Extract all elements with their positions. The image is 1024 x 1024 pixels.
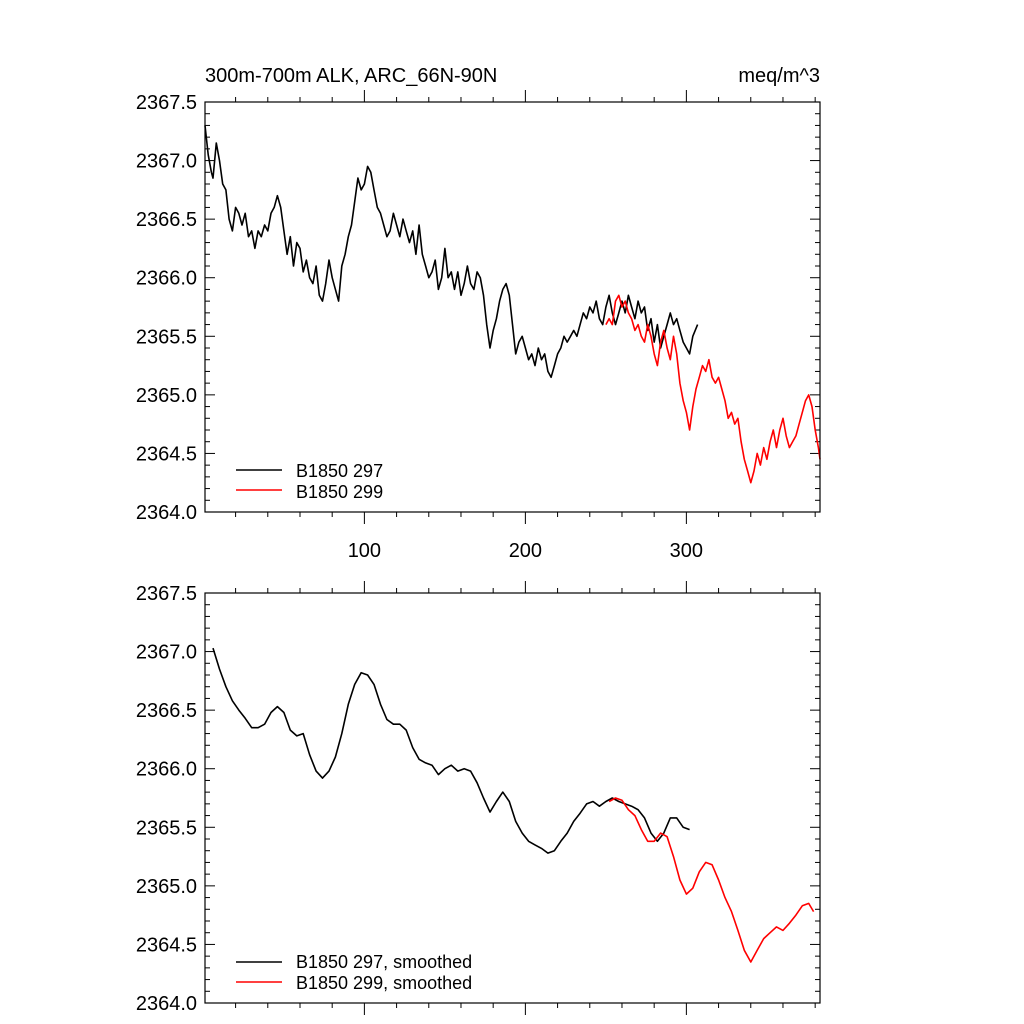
- y-tick-label: 2364.5: [136, 934, 197, 956]
- top-chart-legend: B1850 297 B1850 299: [236, 461, 383, 502]
- x-tick-label: 200: [509, 540, 542, 562]
- top-chart-units: meq/m^3: [738, 65, 820, 87]
- y-tick-label: 2366.5: [136, 209, 197, 231]
- legend-label-b1850-297: B1850 297: [296, 461, 383, 481]
- x-tick-label: 100: [348, 540, 381, 562]
- y-tick-label: 2365.0: [136, 876, 197, 898]
- series-line-b1850-297-smoothed: [212, 647, 690, 854]
- y-tick-label: 2367.0: [136, 642, 197, 664]
- top-chart-frame: [204, 101, 821, 513]
- legend-label-b1850-299-smoothed: B1850 299, smoothed: [296, 973, 472, 993]
- y-tick-label: 2365.0: [136, 385, 197, 407]
- bottom-chart-series: [212, 647, 815, 963]
- y-tick-label: 2366.5: [136, 700, 197, 722]
- bottom-chart-panel: 2364.0 2364.5 2365.0 2365.5 2366.0 2366.5 2367…: [136, 581, 821, 1015]
- y-tick-label: 2367.5: [136, 92, 197, 114]
- series-line-b1850-299: [605, 294, 821, 484]
- bottom-chart-frame: [204, 592, 821, 1004]
- y-tick-label: 2366.0: [136, 268, 197, 290]
- top-chart-ticks: 2364.0 2364.5 2365.0 2365.5 2366.0 2366.5 2367…: [136, 90, 820, 562]
- bottom-chart-ticks: 2364.0 2364.5 2365.0 2365.5 2366.0 2366.5 2367…: [136, 581, 820, 1015]
- y-tick-label: 2366.0: [136, 759, 197, 781]
- y-tick-label: 2364.0: [136, 993, 197, 1015]
- bottom-chart-legend: B1850 297, smoothed B1850 299, smoothed: [236, 952, 472, 993]
- y-tick-label: 2367.5: [136, 583, 197, 605]
- legend-label-b1850-297-smoothed: B1850 297, smoothed: [296, 952, 472, 972]
- y-tick-label: 2364.0: [136, 502, 197, 524]
- legend-label-b1850-299: B1850 299: [296, 482, 383, 502]
- x-tick-label: 300: [670, 540, 703, 562]
- y-tick-label: 2367.0: [136, 151, 197, 173]
- y-tick-label: 2365.5: [136, 326, 197, 348]
- series-line-b1850-299-smoothed: [608, 797, 815, 963]
- top-chart-panel: 300m-700m ALK, ARC_66N-90N meq/m^3 2364.…: [136, 65, 821, 562]
- y-tick-label: 2364.5: [136, 443, 197, 465]
- y-tick-label: 2365.5: [136, 817, 197, 839]
- top-chart-series: [204, 125, 821, 484]
- top-chart-title: 300m-700m ALK, ARC_66N-90N: [205, 65, 497, 87]
- series-line-b1850-297: [204, 125, 699, 379]
